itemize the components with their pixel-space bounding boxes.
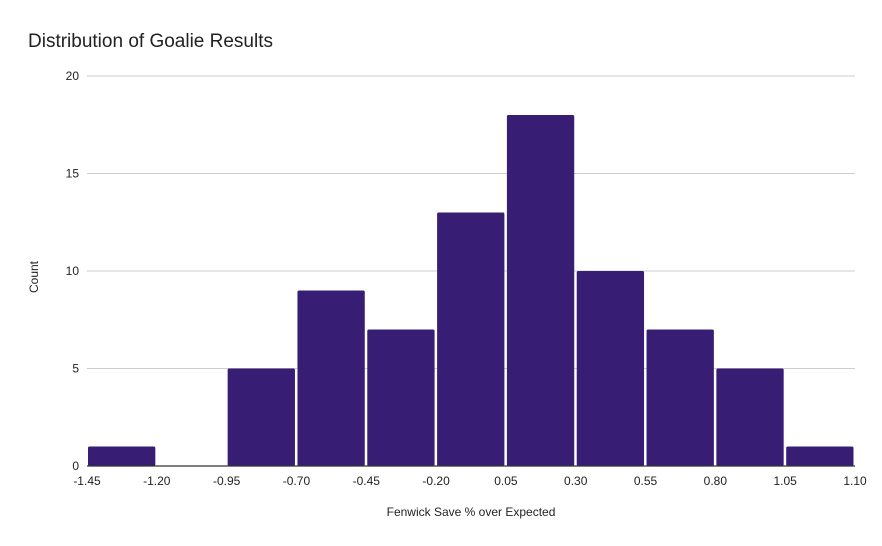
y-tick-label: 15 xyxy=(66,167,80,181)
bar xyxy=(716,368,784,466)
y-tick-label: 10 xyxy=(66,264,80,278)
bar xyxy=(227,368,295,466)
x-tick-label: 1.05 xyxy=(774,474,798,488)
x-tick-label: 0.80 xyxy=(704,474,728,488)
bar xyxy=(786,446,854,466)
chart-title: Distribution of Goalie Results xyxy=(28,31,273,52)
bar xyxy=(506,115,575,466)
x-tick-label: -0.45 xyxy=(353,474,381,488)
x-tick-label: -1.20 xyxy=(143,474,171,488)
x-tick-label: -0.95 xyxy=(213,474,241,488)
x-tick-label: 1.10 xyxy=(843,474,867,488)
y-tick-label: 20 xyxy=(66,69,80,83)
bar xyxy=(88,446,156,466)
y-tick-label: 5 xyxy=(72,362,79,376)
x-tick-label: 0.55 xyxy=(634,474,658,488)
x-tick-label: -0.20 xyxy=(422,474,450,488)
x-tick-label: 0.05 xyxy=(494,474,518,488)
x-tick-label: -1.45 xyxy=(73,474,101,488)
y-axis-label: Count xyxy=(27,260,41,293)
x-axis-label: Fenwick Save % over Expected xyxy=(387,505,556,519)
y-tick-label: 0 xyxy=(72,459,79,473)
bar xyxy=(576,271,645,466)
bar xyxy=(437,212,505,466)
bar xyxy=(646,329,714,466)
x-tick-label: -0.70 xyxy=(283,474,311,488)
bar xyxy=(297,290,365,466)
x-tick-label: 0.30 xyxy=(564,474,588,488)
bar xyxy=(367,329,435,466)
